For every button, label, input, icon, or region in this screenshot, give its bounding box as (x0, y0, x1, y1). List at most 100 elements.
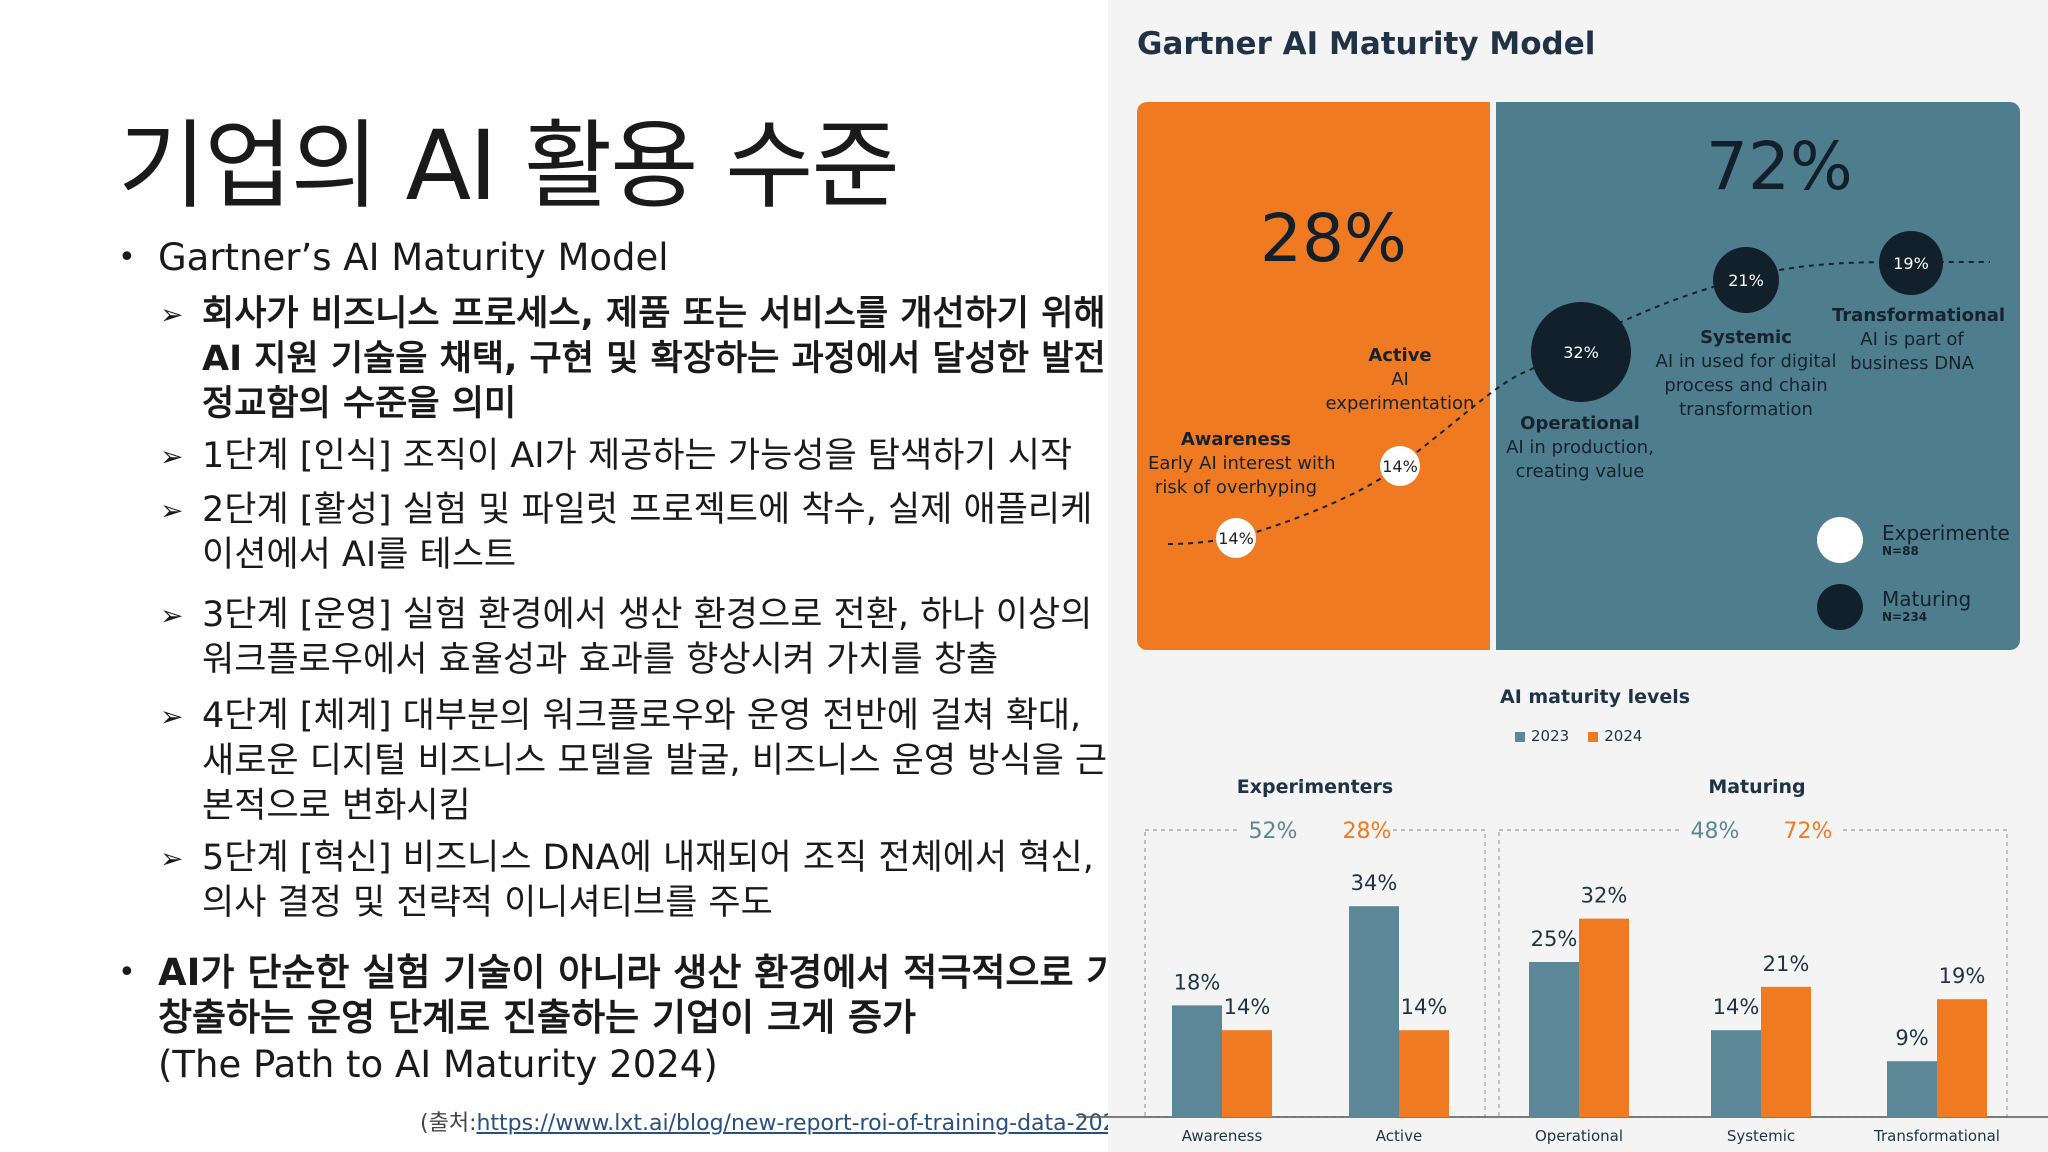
arrow-bullet-icon: ➢ (160, 842, 184, 875)
legend-label: 2023 (1531, 727, 1570, 745)
stage-desc: Early AI interest with (1148, 453, 1336, 474)
stage-name: Transformational (1832, 305, 2006, 326)
stage-desc: transformation (1679, 399, 1813, 420)
stage-desc: business DNA (1850, 353, 1974, 374)
x-tick-systemic: Systemic (1727, 1127, 1795, 1145)
stage-desc: process and chain (1664, 375, 1828, 396)
group-pct-bg (1680, 818, 1840, 842)
stage-desc: AI (1391, 369, 1409, 390)
stage-circle-transformational: 19% (1879, 231, 1943, 295)
stage-label-operational: Operational AI in production, creating v… (1498, 412, 1662, 484)
group-pct-2024-experimenters: 28% (1343, 819, 1392, 844)
sub-bullet-line: 5단계 [혁신] 비즈니스 DNA에 내재되어 조직 전체에서 혁신, (202, 838, 1094, 878)
source-citation: (출처:https://www.lxt.ai/blog/new-report-r… (420, 1105, 1154, 1137)
bar-active-2023 (1349, 906, 1399, 1117)
x-tick-operational: Operational (1535, 1127, 1623, 1145)
bullet-summary-line-1: AI가 단순한 실험 기술이 아니라 생산 환경에서 적극적으로 가치를 (158, 951, 1189, 994)
source-prefix: (출처: (420, 1111, 477, 1136)
stage-name: Operational (1520, 413, 1640, 434)
group-pct-bg (1240, 818, 1390, 842)
legend-swatch (1588, 731, 1599, 742)
sub-bullet-line: 이션에서 AI를 테스트 (202, 535, 517, 575)
data-label-operational-2023: 25% (1531, 927, 1578, 951)
legend-experimenters-swatch (1817, 517, 1863, 563)
arrow-bullet-icon: ➢ (160, 494, 184, 527)
bar-awareness-2024 (1222, 1030, 1272, 1117)
bullet-text: Gartner’s AI Maturity Model (158, 236, 669, 279)
x-tick-transformational: Transformational (1873, 1127, 2000, 1145)
legend-maturing-swatch (1817, 584, 1863, 630)
stage-name: Systemic (1700, 327, 1792, 348)
experimenters-block (1137, 102, 1490, 650)
group-pct-2023-maturing: 48% (1691, 819, 1740, 844)
data-label-active-2024: 14% (1401, 995, 1448, 1019)
stage-desc: creating value (1515, 461, 1645, 482)
bullet-dot: • (118, 955, 136, 990)
bar-chart-legend: 2023 2024 (1515, 727, 1642, 745)
stage-circle-awareness: 14% (1216, 518, 1256, 558)
stage-label-active: Active AI experimentation (1320, 344, 1480, 416)
legend-swatch (1515, 731, 1525, 742)
sub-bullet-line: 본적으로 변화시킴 (202, 786, 471, 826)
maturing-share: 72% (1706, 128, 1853, 205)
bar-systemic-2023 (1711, 1030, 1761, 1117)
sub-bullet-line: 의사 결정 및 전략적 이니셔티브를 주도 (202, 883, 773, 923)
arrow-bullet-icon: ➢ (160, 599, 184, 632)
bullet-summary-line-2: 창출하는 운영 단계로 진출하는 기업이 크게 증가 (158, 996, 917, 1039)
stage-name: Active (1368, 345, 1432, 366)
group-label-experimenters: Experimenters (1237, 776, 1393, 798)
legend-2023: 2023 (1515, 727, 1569, 745)
bar-transformational-2023 (1887, 1061, 1937, 1117)
arrow-bullet-icon: ➢ (160, 700, 184, 733)
data-label-systemic-2024: 21% (1763, 952, 1810, 976)
sub-bullet-line: 4단계 [체계] 대부분의 워크플로우와 운영 전반에 걸쳐 확대, (202, 696, 1082, 736)
legend-experimenters: Experimente N=88 (1882, 522, 2010, 558)
x-tick-active: Active (1376, 1127, 1422, 1145)
bar-operational-2024 (1579, 918, 1629, 1117)
legend-maturing: Maturing N=234 (1882, 588, 1971, 624)
slide-title: 기업의 AI 활용 수준 (118, 110, 900, 222)
sub-bullet-line: 새로운 디지털 비즈니스 모델을 발굴, 비즈니스 운영 방식을 근 (202, 741, 1108, 781)
bar-awareness-2023 (1172, 1005, 1222, 1117)
stage-label-transformational: Transformational AI is part of business … (1832, 304, 2006, 376)
group-pct-2024-maturing: 72% (1784, 819, 1833, 844)
stage-desc: experimentation (1325, 393, 1475, 414)
bar-transformational-2024 (1937, 999, 1987, 1117)
experimenters-share: 28% (1260, 200, 1407, 277)
bar-chart-title: AI maturity levels (1500, 686, 1691, 708)
stage-desc: AI in used for digital (1655, 351, 1837, 372)
x-tick-awareness: Awareness (1182, 1127, 1263, 1145)
data-label-systemic-2023: 14% (1713, 995, 1760, 1019)
legend-label: Maturing (1882, 587, 1972, 611)
sub-bullet-line: 2단계 [활성] 실험 및 파일럿 프로젝트에 착수, 실제 애플리케 (202, 490, 1093, 530)
arrow-bullet-icon: ➢ (160, 298, 184, 331)
legend-n: N=88 (1882, 544, 1919, 558)
stage-name: Awareness (1180, 429, 1292, 450)
legend-label: 2024 (1604, 727, 1643, 745)
sub-bullet-line: AI 지원 기술을 채택, 구현 및 확장하는 과정에서 달성한 발전 및 (202, 339, 1151, 379)
bullet-dot: • (118, 240, 136, 275)
sub-bullet-line: 정교함의 수준을 의미 (202, 384, 517, 424)
stage-circle-systemic: 21% (1713, 247, 1779, 313)
bullet-summary-ref: (The Path to AI Maturity 2024) (158, 1043, 718, 1086)
group-pct-2023-experimenters: 52% (1249, 819, 1298, 844)
data-label-active-2023: 34% (1351, 871, 1398, 895)
sub-bullet-line: 워크플로우에서 효율성과 효과를 향상시켜 가치를 창출 (202, 640, 999, 680)
sub-bullet-line: 3단계 [운영] 실험 환경에서 생산 환경으로 전환, 하나 이상의 (202, 595, 1093, 635)
data-label-operational-2024: 32% (1581, 884, 1628, 908)
source-link[interactable]: https://www.lxt.ai/blog/new-report-roi-o… (476, 1111, 1138, 1136)
stage-circle-operational: 32% (1531, 302, 1631, 402)
stage-circle-active: 14% (1380, 446, 1420, 486)
stage-label-systemic: Systemic AI in used for digital process … (1650, 326, 1842, 422)
sub-bullet-line: 1단계 [인식] 조직이 AI가 제공하는 가능성을 탐색하기 시작 (202, 436, 1073, 476)
sub-bullet-line: 회사가 비즈니스 프로세스, 제품 또는 서비스를 개선하기 위해 (202, 294, 1106, 334)
legend-2024: 2024 (1588, 727, 1642, 745)
bar-systemic-2024 (1761, 986, 1811, 1117)
bar-operational-2023 (1529, 962, 1579, 1117)
stage-desc: risk of overhyping (1154, 477, 1318, 498)
data-label-awareness-2024: 14% (1224, 995, 1271, 1019)
bar-active-2024 (1399, 1030, 1449, 1117)
data-label-transformational-2023: 9% (1895, 1026, 1928, 1050)
figure-title: Gartner AI Maturity Model (1137, 26, 1596, 62)
group-label-maturing: Maturing (1708, 776, 1805, 798)
